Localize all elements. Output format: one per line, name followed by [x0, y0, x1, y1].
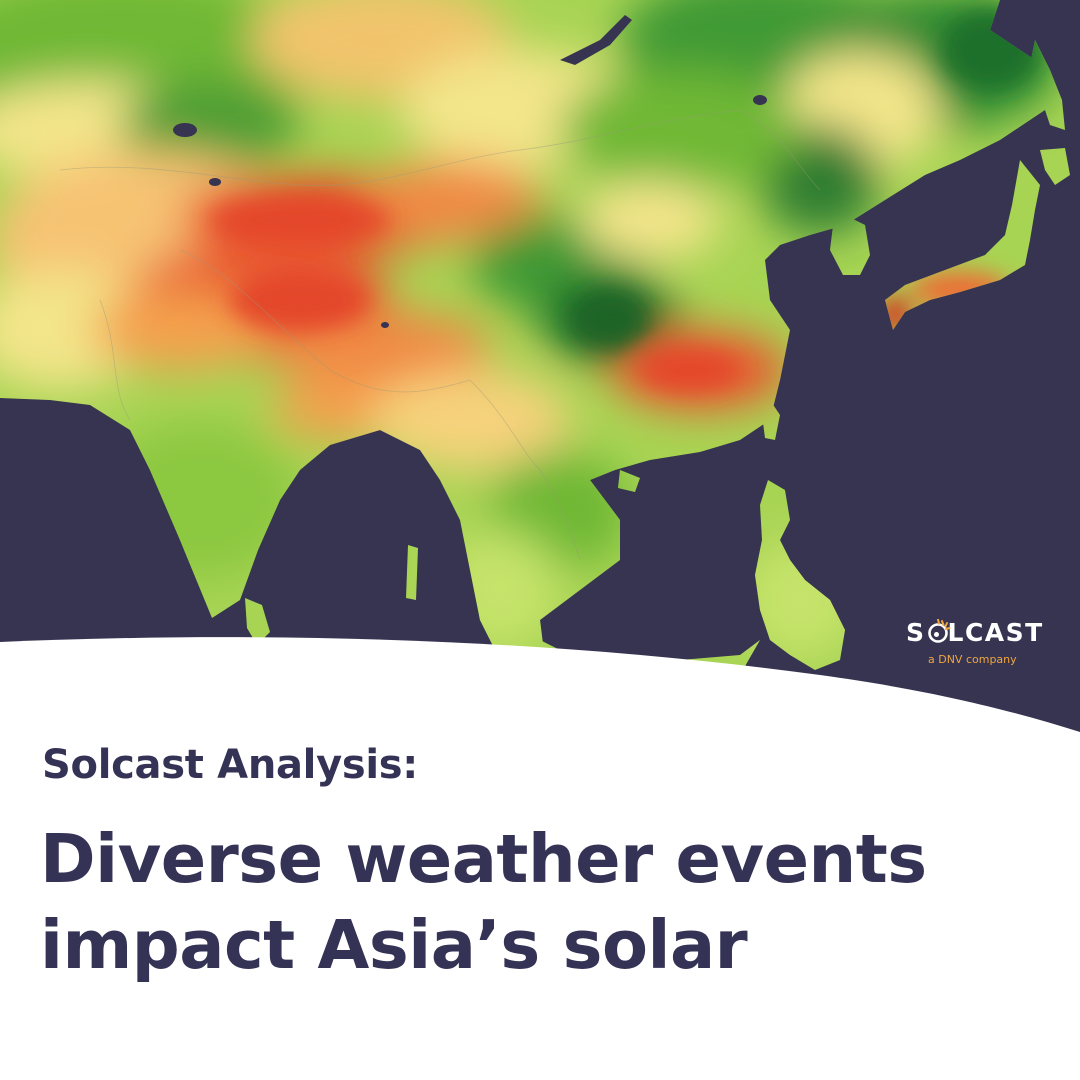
logo-tagline: a DNV company: [928, 653, 1017, 666]
sun-icon: [928, 619, 951, 643]
headline-line-1: Diverse weather events: [40, 820, 927, 898]
solcast-logo: S LCAST a DNV company: [906, 618, 1048, 674]
kicker-heading: Solcast Analysis:: [42, 742, 418, 788]
headline-line-2: impact Asia’s solar: [40, 906, 748, 984]
logo-wordmark: S LCAST: [906, 618, 1044, 647]
text-panel: [0, 637, 1080, 1080]
main-headline: Diverse weather events impact Asia’s sol…: [40, 816, 1050, 988]
lakes: [173, 15, 767, 328]
